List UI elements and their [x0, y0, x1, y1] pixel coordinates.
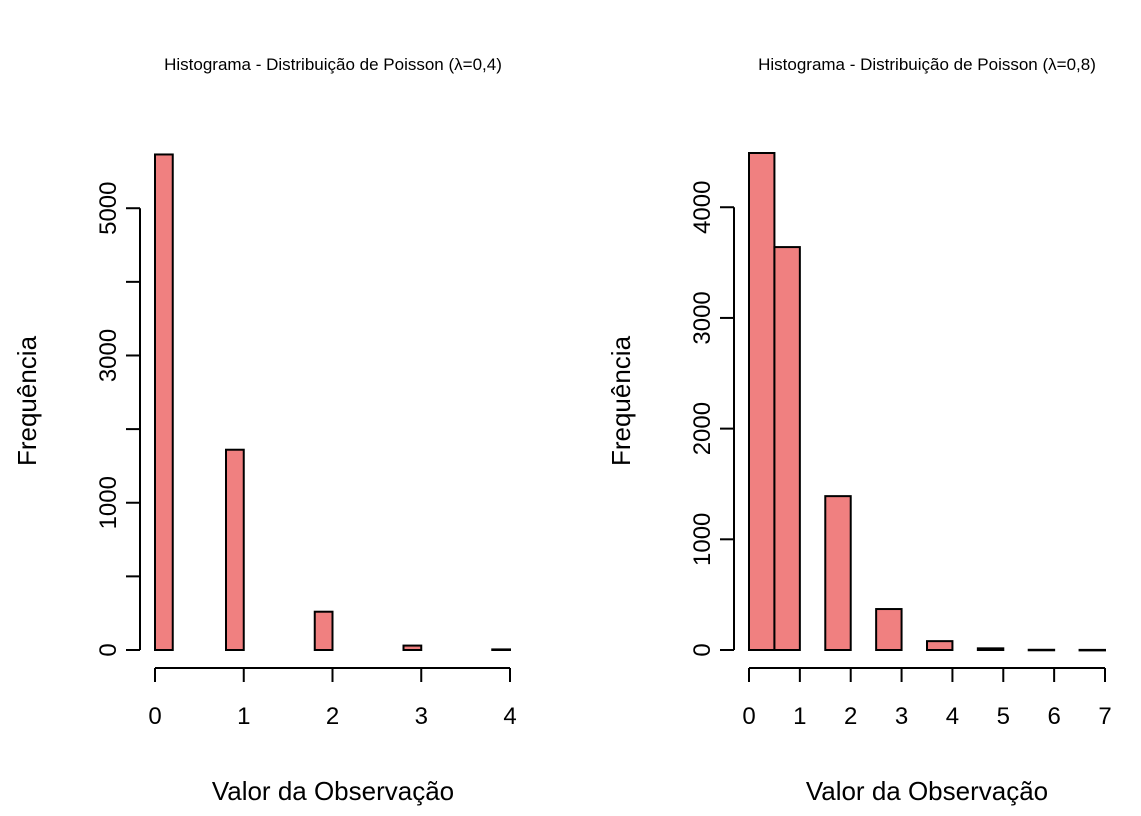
x-tick-label: 7 — [1098, 703, 1111, 730]
x-tick-label: 2 — [844, 703, 857, 730]
x-tick-label: 2 — [326, 703, 339, 730]
y-tick-label: 1000 — [95, 476, 122, 529]
y-tick-label: 2000 — [689, 402, 716, 455]
x-tick-label: 6 — [1047, 703, 1060, 730]
histogram-bar — [748, 152, 776, 651]
y-tick-label: 3000 — [95, 329, 122, 382]
y-tick-label: 1000 — [689, 513, 716, 566]
x-tick-label: 1 — [793, 703, 806, 730]
bars-group — [748, 152, 1106, 652]
y-axis: 0 1000 3000 5000 — [95, 182, 141, 657]
x-tick-label: 4 — [503, 703, 516, 730]
histogram-bar — [491, 648, 511, 651]
y-axis-label: Frequência — [12, 335, 42, 466]
y-tick-label: 3000 — [689, 291, 716, 344]
histogram-bar — [1027, 648, 1056, 652]
x-tick-label: 0 — [148, 703, 161, 730]
x-tick-label: 0 — [742, 703, 755, 730]
x-tick-label: 3 — [415, 703, 428, 730]
histogram-bar — [773, 246, 801, 651]
histogram-bar — [402, 644, 423, 651]
histogram-bar — [154, 153, 174, 651]
x-axis-label: Valor da Observação — [212, 776, 454, 806]
histogram-bar — [1078, 648, 1106, 652]
histogram-bar — [875, 608, 903, 652]
y-tick-label: 5000 — [95, 182, 122, 235]
x-axis-label: Valor da Observação — [806, 776, 1048, 806]
x-tick-label: 5 — [997, 703, 1010, 730]
x-axis: 0 1 2 3 4 5 6 7 — [742, 667, 1112, 730]
histogram-panel-lambda-0-8: Histograma - Distribuição de Poisson (λ=… — [606, 55, 1112, 806]
x-tick-label: 4 — [946, 703, 959, 730]
chart-title: Histograma - Distribuição de Poisson (λ=… — [758, 55, 1096, 74]
histogram-bar — [926, 640, 954, 652]
histogram-bar — [976, 647, 1005, 652]
histogram-bar — [313, 610, 334, 651]
y-tick-label: 0 — [689, 643, 716, 656]
histogram-panel-lambda-0-4: Histograma - Distribuição de Poisson (λ=… — [12, 55, 517, 806]
x-tick-label: 3 — [895, 703, 908, 730]
histogram-bar — [824, 495, 852, 652]
x-tick-label: 1 — [237, 703, 250, 730]
y-axis-label: Frequência — [606, 335, 636, 466]
x-axis: 0 1 2 3 4 — [148, 667, 517, 730]
chart-title: Histograma - Distribuição de Poisson (λ=… — [164, 55, 502, 74]
y-tick-label: 0 — [95, 643, 122, 656]
histogram-bar — [225, 448, 245, 652]
y-axis: 0 1000 2000 3000 4000 — [689, 181, 735, 657]
bars-group — [154, 153, 511, 652]
y-tick-label: 4000 — [689, 181, 716, 234]
